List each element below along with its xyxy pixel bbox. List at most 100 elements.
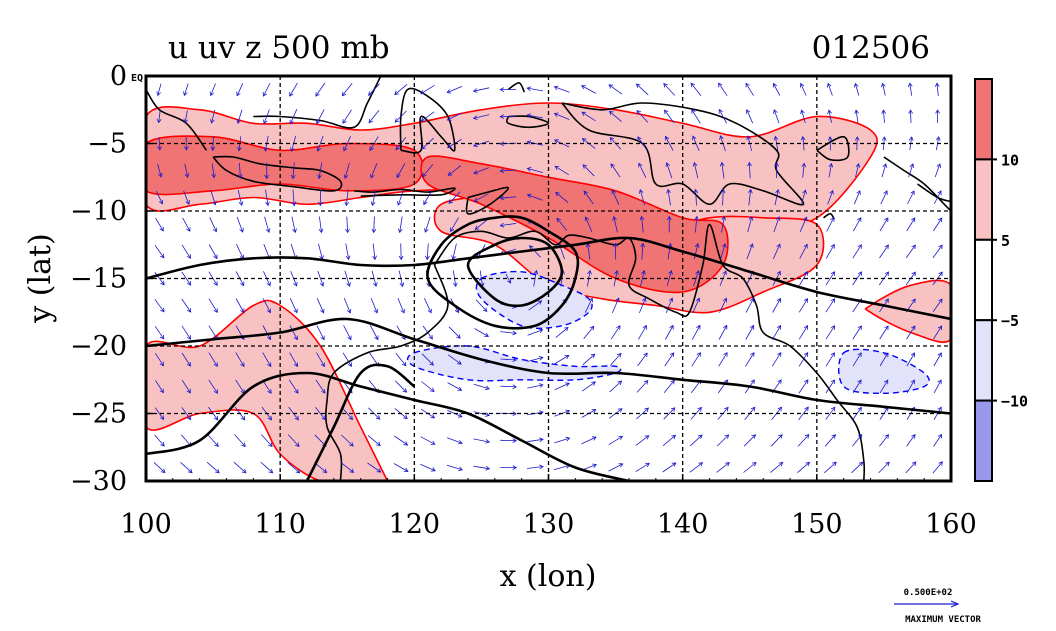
- wind-vector: [636, 380, 649, 393]
- wind-vector: [747, 188, 753, 206]
- wind-vector: [343, 162, 350, 179]
- wind-vector: [881, 109, 887, 123]
- wind-vector: [880, 190, 888, 205]
- wind-vector: [527, 356, 544, 362]
- y-tick-label: −20: [70, 331, 127, 362]
- wind-vector: [527, 437, 544, 443]
- wind-vector: [716, 462, 730, 473]
- wind-vector: [663, 83, 675, 96]
- wind-vector: [746, 243, 754, 260]
- wind-vector: [420, 436, 436, 445]
- wind-vector: [770, 434, 783, 447]
- wind-vector: [797, 461, 811, 474]
- wind-vector: [210, 190, 217, 206]
- wind-vector: [367, 462, 382, 473]
- wind-vector: [635, 462, 650, 473]
- wind-vector: [554, 165, 569, 176]
- wind-vector: [691, 109, 701, 124]
- wind-vector: [499, 114, 517, 119]
- wind-vector: [420, 84, 435, 95]
- wind-vector: [340, 462, 355, 473]
- wind-vector: [316, 109, 325, 125]
- wind-vector: [745, 352, 755, 367]
- wind-vector: [527, 464, 544, 470]
- wind-vector: [798, 325, 809, 340]
- wind-vector: [773, 109, 780, 124]
- wind-vector: [526, 140, 543, 146]
- wind-vector: [581, 111, 596, 122]
- wind-vector: [852, 379, 862, 394]
- wind-vector: [423, 190, 433, 206]
- wind-vector: [553, 85, 570, 93]
- wind-vector: [772, 297, 781, 313]
- wind-vector: [341, 407, 354, 421]
- wind-vector: [154, 271, 165, 286]
- wind-vector: [852, 271, 863, 286]
- wind-vector: [153, 462, 166, 474]
- wind-vector: [209, 217, 218, 233]
- wind-vector: [289, 298, 298, 314]
- wind-vector: [933, 352, 942, 367]
- wind-vector: [183, 136, 189, 151]
- wind-vector: [446, 86, 463, 94]
- wind-vector: [879, 244, 889, 259]
- wind-vector: [371, 270, 378, 287]
- wind-vector: [774, 162, 780, 179]
- wind-vector: [263, 109, 270, 125]
- wind-vector: [472, 87, 490, 93]
- wind-vector: [208, 352, 218, 367]
- wind-vector: [265, 189, 270, 207]
- wind-vector: [932, 461, 943, 474]
- wind-vector: [345, 243, 351, 261]
- wind-vector: [906, 325, 916, 340]
- wind-vector: [691, 352, 701, 367]
- wind-vector: [155, 217, 164, 232]
- wind-vector: [499, 87, 517, 92]
- colorbar-segment: [974, 158, 993, 241]
- x-tick-label: 100: [120, 509, 172, 540]
- wind-vector: [446, 112, 462, 121]
- wind-vector: [827, 109, 832, 123]
- wind-vector: [394, 84, 408, 96]
- wind-vector: [183, 110, 189, 124]
- wind-vector: [581, 436, 597, 445]
- wind-vector: [343, 325, 352, 341]
- wind-vector: [852, 352, 862, 367]
- wind-vector: [526, 167, 543, 173]
- y-axis-ticks: 0 −5 −10 −15 −20 −25 −30 EQ: [70, 61, 153, 497]
- wind-vector: [827, 135, 833, 151]
- wind-vector: [851, 434, 863, 447]
- wind-vector: [181, 271, 192, 286]
- reference-vector-key: 0.500E+02 MAXIMUM VECTOR: [894, 588, 982, 625]
- wind-vector: [394, 110, 407, 123]
- wind-vector: [799, 216, 808, 232]
- wind-vector: [395, 380, 408, 393]
- colorbar-segment: [974, 399, 993, 483]
- wind-vector: [824, 461, 837, 474]
- wind-vector: [473, 193, 489, 202]
- wind-vector: [316, 325, 325, 341]
- wind-vector: [264, 216, 271, 233]
- wind-vector: [637, 136, 648, 151]
- coastline-segment-13: [816, 135, 850, 162]
- wind-vector: [207, 434, 219, 448]
- wind-vector: [637, 352, 648, 367]
- wind-vector: [636, 407, 650, 420]
- wind-vector: [472, 114, 490, 120]
- wind-vector: [287, 434, 300, 447]
- wind-vector: [317, 270, 325, 287]
- wind-vector: [664, 109, 675, 124]
- colorbar: 10 5 −5 −10: [974, 78, 1028, 483]
- wind-vector: [447, 382, 463, 391]
- wind-vector: [422, 164, 434, 178]
- wind-vector: [771, 352, 782, 367]
- wind-vector: [473, 383, 490, 391]
- wind-vector: [825, 379, 835, 394]
- wind-vector: [316, 298, 325, 314]
- wind-vector: [934, 163, 941, 178]
- wind-vector: [905, 461, 917, 474]
- wind-vector: [556, 217, 568, 232]
- wind-vector: [799, 243, 808, 259]
- wind-vector: [854, 82, 860, 96]
- wind-vector: [211, 163, 216, 179]
